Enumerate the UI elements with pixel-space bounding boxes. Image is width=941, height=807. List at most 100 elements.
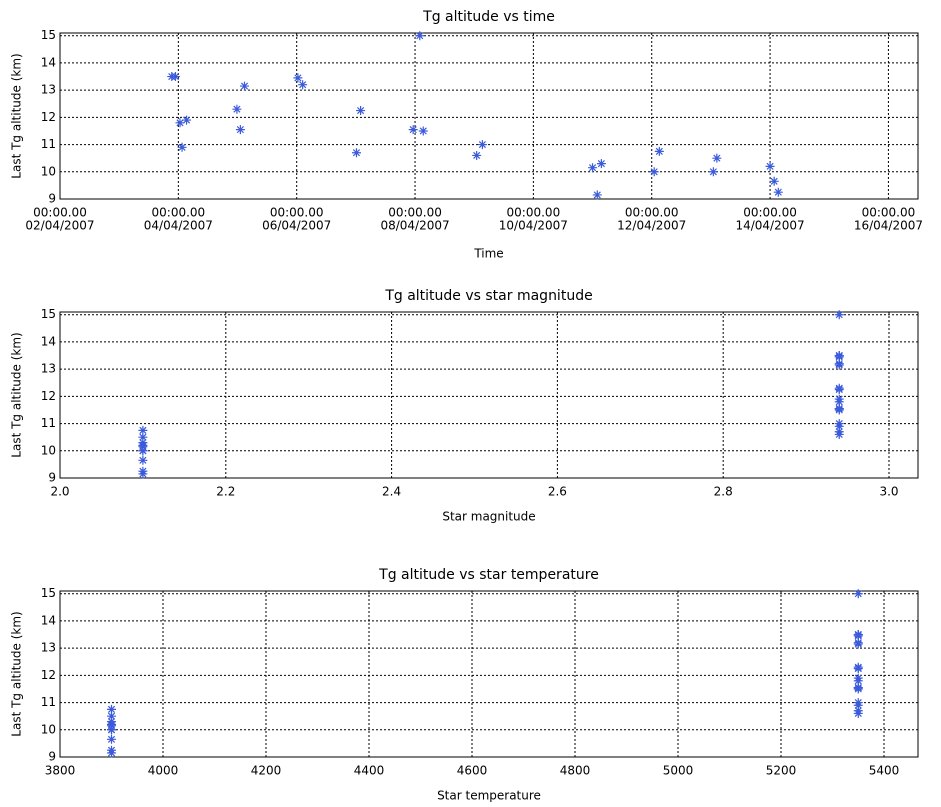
data-point bbox=[107, 725, 117, 735]
x-tick-label: 00:00.00 bbox=[507, 206, 561, 220]
data-point bbox=[853, 664, 863, 674]
data-point bbox=[834, 310, 844, 320]
data-point bbox=[592, 190, 602, 200]
y-tick-label: 9 bbox=[48, 750, 56, 764]
y-axis-label: Last Tg altitude (km) bbox=[10, 53, 24, 178]
y-tick-label: 13 bbox=[41, 362, 56, 376]
data-point bbox=[351, 148, 361, 158]
chart-title: Tg altitude vs star temperature bbox=[378, 567, 599, 583]
data-point bbox=[588, 163, 598, 173]
x-tick-label: 2.8 bbox=[714, 485, 733, 499]
x-tick-label: 4200 bbox=[251, 764, 282, 778]
data-point bbox=[298, 80, 308, 90]
y-tick-label: 13 bbox=[41, 83, 56, 97]
x-tick-label: 14/04/2007 bbox=[735, 219, 804, 233]
data-point bbox=[649, 167, 659, 177]
x-tick-label: 4400 bbox=[354, 764, 385, 778]
y-tick-label: 10 bbox=[41, 443, 56, 457]
data-point bbox=[138, 440, 148, 450]
y-tick-label: 9 bbox=[48, 471, 56, 485]
x-tick-label: 00:00.00 bbox=[862, 206, 916, 220]
y-tick-label: 14 bbox=[41, 334, 56, 348]
chart-title: Tg altitude vs time bbox=[422, 9, 555, 25]
data-point bbox=[170, 72, 180, 82]
x-tick-label: 3.0 bbox=[879, 485, 898, 499]
y-tick-label: 11 bbox=[41, 137, 56, 151]
x-tick-label: 5400 bbox=[869, 764, 900, 778]
y-tick-label: 15 bbox=[41, 307, 56, 321]
data-point bbox=[408, 125, 418, 135]
data-point bbox=[853, 708, 863, 718]
x-tick-label: 12/04/2007 bbox=[617, 219, 686, 233]
data-point bbox=[834, 429, 844, 439]
x-tick-label: 00:00.00 bbox=[388, 206, 442, 220]
x-tick-label: 4000 bbox=[148, 764, 179, 778]
data-point bbox=[834, 385, 844, 395]
x-tick-label: 5200 bbox=[766, 764, 797, 778]
data-point bbox=[356, 106, 366, 116]
data-point bbox=[107, 745, 117, 755]
data-point bbox=[240, 81, 250, 91]
data-point bbox=[182, 115, 192, 125]
data-point bbox=[107, 711, 117, 721]
x-tick-label: 10/04/2007 bbox=[499, 219, 568, 233]
plot-frame bbox=[59, 311, 919, 479]
x-tick-label: 16/04/2007 bbox=[854, 219, 923, 233]
data-point bbox=[834, 405, 844, 415]
data-point bbox=[708, 167, 718, 177]
data-point bbox=[477, 140, 487, 150]
x-tick-label: 2.2 bbox=[216, 485, 235, 499]
y-tick-label: 10 bbox=[41, 722, 56, 736]
data-point bbox=[769, 176, 779, 186]
x-tick-label: 4800 bbox=[560, 764, 591, 778]
x-tick-label: 5000 bbox=[663, 764, 694, 778]
data-point bbox=[472, 150, 482, 160]
y-tick-label: 12 bbox=[41, 110, 56, 124]
x-tick-label: 3800 bbox=[45, 764, 76, 778]
y-tick-label: 15 bbox=[41, 586, 56, 600]
data-point bbox=[138, 466, 148, 476]
x-tick-label: 2.4 bbox=[382, 485, 401, 499]
y-tick-label: 14 bbox=[41, 55, 56, 69]
y-tick-label: 12 bbox=[41, 668, 56, 682]
data-point bbox=[418, 126, 428, 136]
x-tick-label: 08/04/2007 bbox=[380, 219, 449, 233]
data-point bbox=[853, 631, 863, 641]
y-axis-label: Last Tg altitude (km) bbox=[10, 611, 24, 736]
x-tick-label: 00:00.00 bbox=[743, 206, 797, 220]
data-point bbox=[712, 153, 722, 163]
data-point bbox=[596, 159, 606, 169]
data-point bbox=[834, 394, 844, 404]
data-point bbox=[107, 704, 117, 714]
x-tick-label: 00:00.00 bbox=[625, 206, 679, 220]
data-point bbox=[107, 734, 117, 744]
data-point bbox=[834, 352, 844, 362]
data-point bbox=[175, 118, 185, 128]
x-tick-label: 4600 bbox=[457, 764, 488, 778]
x-tick-label: 06/04/2007 bbox=[262, 219, 331, 233]
data-point bbox=[293, 73, 303, 83]
y-tick-label: 15 bbox=[41, 28, 56, 42]
data-point bbox=[654, 146, 664, 156]
x-tick-label: 2.0 bbox=[50, 485, 69, 499]
data-point bbox=[765, 161, 775, 171]
data-point bbox=[138, 455, 148, 465]
x-tick-label: 00:00.00 bbox=[152, 206, 206, 220]
data-point bbox=[834, 359, 844, 369]
x-tick-label: 00:00.00 bbox=[33, 206, 87, 220]
data-point bbox=[853, 673, 863, 683]
x-axis-label: Time bbox=[473, 247, 503, 261]
y-tick-label: 9 bbox=[48, 192, 56, 206]
data-point bbox=[177, 142, 187, 152]
data-point bbox=[415, 31, 425, 41]
data-point bbox=[773, 187, 783, 197]
chart-title: Tg altitude vs star magnitude bbox=[384, 288, 592, 304]
x-axis-label: Star temperature bbox=[437, 789, 541, 803]
data-point bbox=[853, 589, 863, 599]
y-tick-label: 13 bbox=[41, 641, 56, 655]
data-point bbox=[138, 432, 148, 442]
plot-frame bbox=[59, 32, 919, 200]
data-point bbox=[235, 125, 245, 135]
